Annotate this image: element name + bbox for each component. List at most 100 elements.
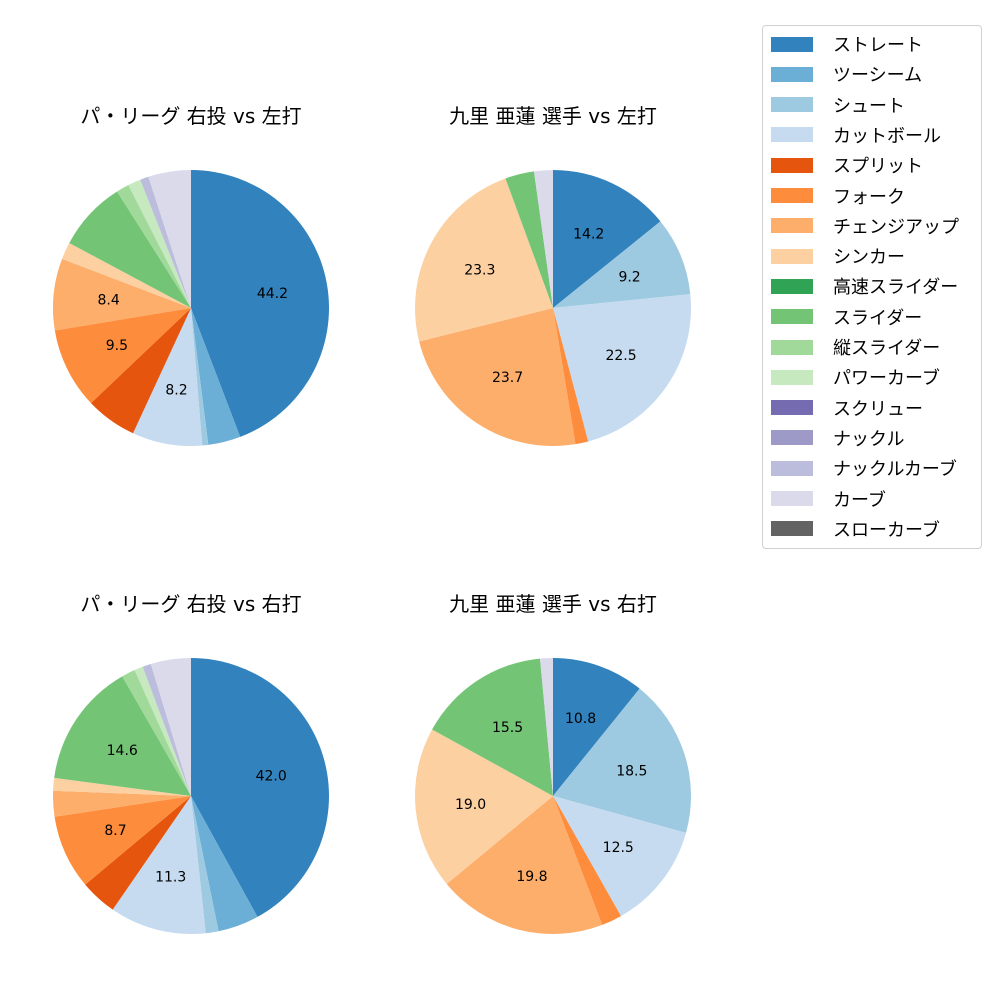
chart-title: パ・リーグ 右投 vs 右打 — [80, 592, 302, 616]
legend-swatch — [771, 491, 813, 506]
pie-panel-league-vs-left: パ・リーグ 右投 vs 左打 44.2 8.2 9.5 8.4 — [31, 100, 351, 500]
chart-title: 九里 亜蓮 選手 vs 左打 — [449, 104, 657, 128]
pie-slice — [553, 294, 691, 442]
pie-slice — [505, 171, 553, 308]
legend-swatch — [771, 400, 813, 416]
pie-slice — [415, 178, 553, 342]
pie-slice — [85, 796, 191, 910]
pie-slice — [128, 179, 191, 308]
pie-slice — [150, 658, 191, 796]
pie-slice — [69, 191, 191, 308]
legend-swatch — [771, 36, 813, 52]
pie-slice — [191, 796, 219, 934]
pie-slice — [54, 676, 191, 796]
legend-swatch — [771, 66, 813, 82]
legend-item: カットボール — [771, 124, 941, 147]
pie-chart: 14.2 9.2 22.5 23.7 23.3 — [415, 170, 691, 446]
pie-slice — [140, 176, 191, 308]
legend-label: 縦スライダー — [833, 338, 941, 359]
pie-slice — [112, 796, 206, 934]
legend-swatch — [771, 157, 813, 173]
legend-item: カーブ — [771, 488, 886, 511]
pie-slice — [117, 185, 191, 308]
legend-swatch — [771, 248, 813, 264]
legend-item: パワーカーブ — [771, 366, 940, 390]
legend-item: スライダー — [771, 306, 923, 329]
pie-slice — [54, 796, 192, 885]
pie-slice — [432, 658, 553, 796]
pie-slice — [191, 170, 330, 437]
pie-slice — [553, 796, 621, 925]
pie-slice — [553, 221, 691, 308]
slice-value-label: 23.7 — [492, 370, 523, 386]
legend-item: シンカー — [771, 245, 905, 269]
legend-label: スプリット — [833, 156, 923, 178]
legend-swatch — [771, 460, 813, 476]
legend-label: パワーカーブ — [833, 368, 940, 390]
legend: ストレート ツーシーム シュート カットボール スプリット フォーク チェンジアップ シンカー… — [762, 25, 982, 549]
slice-value-label: 9.5 — [106, 338, 128, 354]
slice-value-label: 19.0 — [455, 797, 486, 813]
pie-panel-player-vs-right: 九里 亜蓮 選手 vs 右打 10.8 18.5 12.5 19.8 19.0 15.5 — [393, 588, 713, 988]
slice-value-label: 42.0 — [256, 768, 287, 784]
legend-label: スクリュー — [833, 398, 923, 420]
legend-item: ストレート — [771, 33, 923, 56]
pie-slice — [553, 658, 640, 796]
legend-swatch — [771, 430, 813, 446]
pie-chart: 42.0 11.3 8.7 14.6 — [53, 658, 330, 934]
legend-label: ナックル — [833, 428, 905, 450]
legend-label: スライダー — [833, 307, 923, 329]
legend-item: 高速スライダー — [771, 275, 958, 298]
legend-label: シュート — [833, 95, 905, 117]
pie-slice — [53, 258, 191, 331]
legend-label: ナックルカーブ — [833, 459, 957, 481]
pie-slice — [419, 308, 576, 446]
slice-value-label: 14.2 — [573, 226, 604, 242]
pie-slice — [553, 796, 686, 917]
legend-swatch — [771, 188, 813, 203]
pie-slice — [540, 658, 553, 796]
pie-slice — [148, 170, 191, 308]
slice-value-label: 10.8 — [565, 711, 596, 727]
legend-item: チェンジアップ — [771, 215, 959, 238]
pie-panel-player-vs-left: 九里 亜蓮 選手 vs 左打 14.2 9.2 22.5 23.7 23.3 — [393, 100, 713, 500]
legend-item: スクリュー — [771, 397, 923, 420]
legend-label: フォーク — [833, 186, 905, 208]
pie-slice — [142, 663, 191, 796]
legend-item: フォーク — [771, 185, 905, 208]
pie-slice — [191, 796, 258, 932]
slice-value-label: 8.2 — [165, 383, 187, 399]
pie-slice — [134, 666, 191, 796]
legend-swatch — [771, 278, 813, 294]
legend-swatch — [771, 309, 813, 325]
legend-item: シュート — [771, 94, 905, 117]
pie-slice — [122, 670, 191, 796]
slice-value-label: 19.8 — [516, 869, 547, 885]
legend-swatch — [771, 127, 813, 143]
legend-label: シンカー — [833, 247, 905, 269]
legend-item: スプリット — [771, 154, 923, 178]
legend-swatch — [771, 521, 813, 537]
legend-swatch — [771, 218, 813, 234]
pie-slice — [53, 790, 191, 817]
pie-slice — [533, 170, 553, 308]
legend-label: スローカーブ — [833, 519, 940, 541]
pie-chart: 10.8 18.5 12.5 19.8 19.0 15.5 — [415, 658, 691, 934]
pie-slice — [191, 308, 241, 445]
legend-label: カーブ — [833, 489, 886, 511]
pie-slice — [133, 308, 203, 446]
slice-value-label: 11.3 — [155, 869, 186, 885]
legend-item: 縦スライダー — [771, 336, 941, 359]
slice-value-label: 8.4 — [97, 293, 119, 309]
legend-item: スローカーブ — [771, 518, 940, 541]
pie-slice — [415, 729, 553, 884]
legend-swatch — [771, 339, 813, 355]
slice-value-label: 12.5 — [603, 840, 634, 856]
slice-value-label: 15.5 — [492, 720, 523, 736]
legend-label: カットボール — [833, 125, 941, 147]
legend-swatch — [771, 369, 813, 385]
slice-value-label: 22.5 — [605, 348, 636, 364]
legend-label: チェンジアップ — [833, 216, 959, 238]
slice-value-label: 23.3 — [464, 262, 495, 278]
pie-slice — [90, 308, 191, 434]
